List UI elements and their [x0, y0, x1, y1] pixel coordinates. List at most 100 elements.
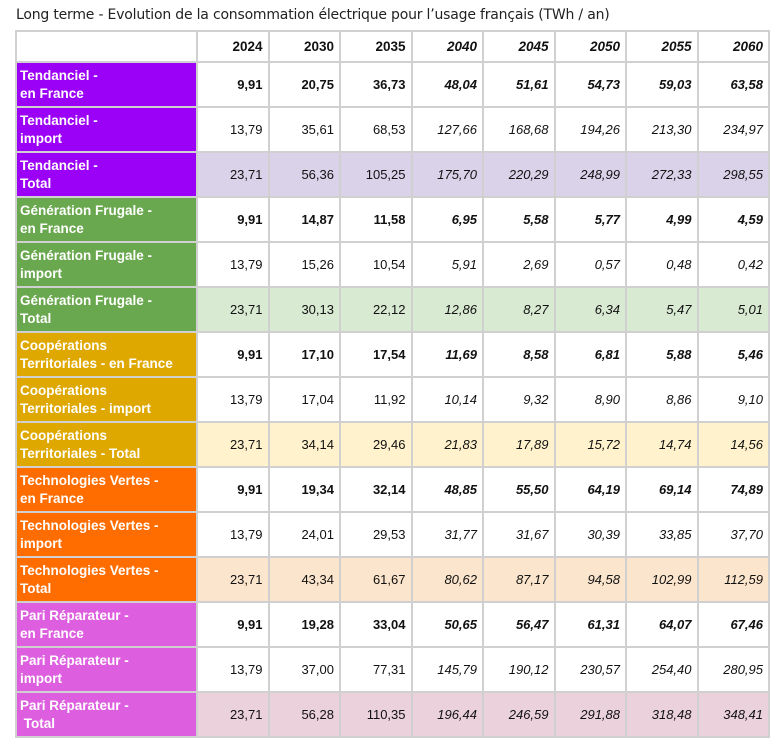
table-row-total: Génération Frugale - Total 23,71 30,13 22,12…: [15, 286, 770, 333]
row-label-line: en France: [20, 220, 84, 236]
value-cell: 5,01: [696, 286, 770, 333]
row-label: Technologies Vertes - en France: [15, 466, 198, 513]
row-label-line: Tendanciel -: [20, 157, 98, 173]
value-cell: 298,55: [696, 151, 770, 198]
row-label: Tendanciel - import: [15, 106, 198, 153]
value-cell: 23,71: [196, 556, 270, 603]
value-cell: 10,14: [410, 376, 484, 423]
value-cell: 14,87: [267, 196, 341, 243]
row-label-line: Génération Frugale -: [20, 247, 153, 263]
year-header: 2040: [410, 30, 484, 63]
row-label-line: Technologies Vertes -: [20, 517, 159, 533]
row-label-line: Territoriales - en France: [20, 355, 173, 371]
value-cell: 80,62: [410, 556, 484, 603]
value-cell: 64,07: [625, 601, 699, 648]
value-cell: 54,73: [553, 61, 627, 108]
value-cell: 35,61: [267, 106, 341, 153]
row-label-line: Génération Frugale -: [20, 292, 153, 308]
year-header: 2060: [696, 30, 770, 63]
value-cell: 9,91: [196, 196, 270, 243]
value-cell: 87,17: [482, 556, 556, 603]
value-cell: 36,73: [339, 61, 413, 108]
row-label: Technologies Vertes - Total: [15, 556, 198, 603]
row-label-line: import: [20, 130, 62, 146]
value-cell: 13,79: [196, 646, 270, 693]
value-cell: 37,00: [267, 646, 341, 693]
value-cell: 194,26: [553, 106, 627, 153]
row-label-line: Tendanciel -: [20, 67, 98, 83]
value-cell: 21,83: [410, 421, 484, 468]
value-cell: 77,31: [339, 646, 413, 693]
value-cell: 2,69: [482, 241, 556, 288]
value-cell: 74,89: [696, 466, 770, 513]
table-row-import: Tendanciel - import 13,79 35,61 68,53 127,66 1…: [15, 106, 770, 153]
value-cell: 23,71: [196, 421, 270, 468]
value-cell: 213,30: [625, 106, 699, 153]
value-cell: 31,67: [482, 511, 556, 558]
value-cell: 127,66: [410, 106, 484, 153]
value-cell: 63,58: [696, 61, 770, 108]
value-cell: 12,86: [410, 286, 484, 333]
value-cell: 34,14: [267, 421, 341, 468]
row-label-line: en France: [20, 625, 84, 641]
row-label-line: Pari Réparateur -: [20, 697, 129, 713]
value-cell: 20,75: [267, 61, 341, 108]
value-cell: 13,79: [196, 241, 270, 288]
value-cell: 234,97: [696, 106, 770, 153]
row-label-line: Total: [20, 580, 52, 596]
value-cell: 230,57: [553, 646, 627, 693]
year-header: 2030: [267, 30, 341, 63]
value-cell: 5,46: [696, 331, 770, 378]
value-cell: 9,91: [196, 61, 270, 108]
year-header: 2035: [339, 30, 413, 63]
value-cell: 69,14: [625, 466, 699, 513]
value-cell: 14,56: [696, 421, 770, 468]
value-cell: 30,39: [553, 511, 627, 558]
row-label: Coopérations Territoriales - import: [15, 376, 198, 423]
row-label-line: Coopérations: [20, 382, 108, 398]
value-cell: 0,42: [696, 241, 770, 288]
value-cell: 94,58: [553, 556, 627, 603]
row-label-line: Technologies Vertes -: [20, 472, 159, 488]
value-cell: 11,92: [339, 376, 413, 423]
table-row-total: Tendanciel - Total 23,71 56,36 105,25 175,70 2…: [15, 151, 770, 198]
value-cell: 4,59: [696, 196, 770, 243]
value-cell: 33,85: [625, 511, 699, 558]
value-cell: 17,04: [267, 376, 341, 423]
row-label-line: Coopérations: [20, 337, 108, 353]
row-label: Tendanciel - Total: [15, 151, 198, 198]
row-label: Tendanciel - en France: [15, 61, 198, 108]
year-header: 2024: [196, 30, 270, 63]
row-label-line: Tendanciel -: [20, 112, 98, 128]
value-cell: 31,77: [410, 511, 484, 558]
value-cell: 68,53: [339, 106, 413, 153]
value-cell: 29,46: [339, 421, 413, 468]
value-cell: 13,79: [196, 106, 270, 153]
value-cell: 9,32: [482, 376, 556, 423]
value-cell: 5,77: [553, 196, 627, 243]
value-cell: 145,79: [410, 646, 484, 693]
value-cell: 11,58: [339, 196, 413, 243]
value-cell: 220,29: [482, 151, 556, 198]
table-row-import: Pari Réparateur - import 13,79 37,00 77,31 14…: [15, 646, 770, 693]
row-label-line: import: [20, 265, 62, 281]
value-cell: 9,91: [196, 331, 270, 378]
value-cell: 6,95: [410, 196, 484, 243]
value-cell: 168,68: [482, 106, 556, 153]
value-cell: 55,50: [482, 466, 556, 513]
value-cell: 9,91: [196, 466, 270, 513]
table-row-en-france: Technologies Vertes - en France 9,91 19,34 3…: [15, 466, 770, 513]
row-label: Coopérations Territoriales - en France: [15, 331, 198, 378]
value-cell: 23,71: [196, 151, 270, 198]
value-cell: 5,47: [625, 286, 699, 333]
row-label-line: Pari Réparateur -: [20, 652, 129, 668]
value-cell: 19,28: [267, 601, 341, 648]
row-label: Pari Réparateur - en France: [15, 601, 198, 648]
year-header: 2050: [553, 30, 627, 63]
value-cell: 272,33: [625, 151, 699, 198]
value-cell: 22,12: [339, 286, 413, 333]
row-label-line: import: [20, 535, 62, 551]
row-label: Génération Frugale - import: [15, 241, 198, 288]
row-label-line: en France: [20, 490, 84, 506]
value-cell: 8,86: [625, 376, 699, 423]
